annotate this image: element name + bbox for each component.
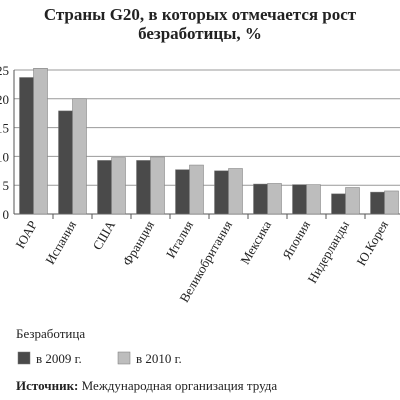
bar — [97, 160, 112, 215]
chart-title: безработицы, % — [138, 24, 262, 43]
bar — [33, 68, 48, 215]
x-tick-label: Франция — [119, 218, 157, 268]
x-tick-label: Италия — [163, 218, 196, 261]
bar — [72, 98, 87, 215]
legend-swatch — [117, 351, 131, 365]
bar — [384, 190, 399, 215]
chart-title: Страны G20, в которых отмечается рост — [44, 5, 357, 24]
bar — [370, 191, 385, 215]
bar — [136, 160, 151, 215]
legend-title: Безработица — [16, 326, 85, 341]
source: Источник: Международная организация труд… — [16, 378, 277, 393]
bar — [267, 183, 282, 215]
y-tick-label: 15 — [0, 121, 9, 136]
x-tick-label: Испания — [42, 218, 79, 267]
bar — [253, 183, 268, 215]
x-tick-label: США — [90, 217, 119, 252]
source-text: Международная организация труда — [82, 378, 278, 393]
source-label: Источник: — [16, 378, 78, 393]
bar — [175, 169, 190, 215]
bar — [111, 157, 126, 215]
x-tick-label: Ю.Корея — [353, 218, 391, 268]
bar — [58, 110, 73, 215]
bar — [292, 184, 307, 215]
legend-label: в 2010 г. — [136, 351, 182, 366]
bar — [19, 77, 34, 215]
bar — [189, 164, 204, 215]
legend-swatch — [17, 351, 31, 365]
y-tick-label: 10 — [0, 149, 9, 164]
legend-label: в 2009 г. — [36, 351, 82, 366]
y-tick-label: 25 — [0, 63, 9, 78]
bar — [306, 184, 321, 215]
x-tick-label: Япония — [279, 218, 313, 262]
x-tick-label: Мексика — [237, 218, 274, 267]
bar — [150, 156, 165, 215]
y-tick-label: 20 — [0, 92, 9, 107]
y-tick-label: 0 — [3, 207, 10, 222]
y-tick-label: 5 — [3, 178, 10, 193]
bar — [331, 193, 346, 215]
bar — [345, 187, 360, 215]
bar — [214, 170, 229, 215]
x-tick-label: ЮАР — [12, 218, 40, 251]
bar — [228, 168, 243, 215]
